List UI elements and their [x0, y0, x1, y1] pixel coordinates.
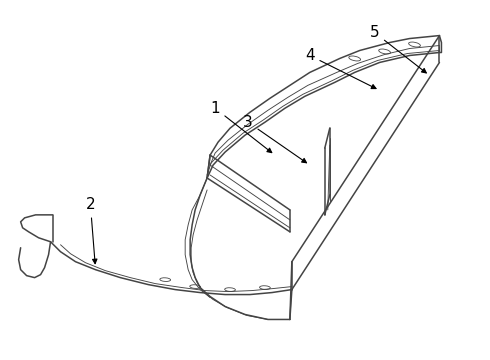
Text: 5: 5 [370, 25, 426, 73]
Text: 4: 4 [305, 48, 376, 89]
Text: 1: 1 [210, 101, 272, 153]
Text: 2: 2 [86, 197, 97, 264]
Text: 3: 3 [243, 115, 307, 163]
